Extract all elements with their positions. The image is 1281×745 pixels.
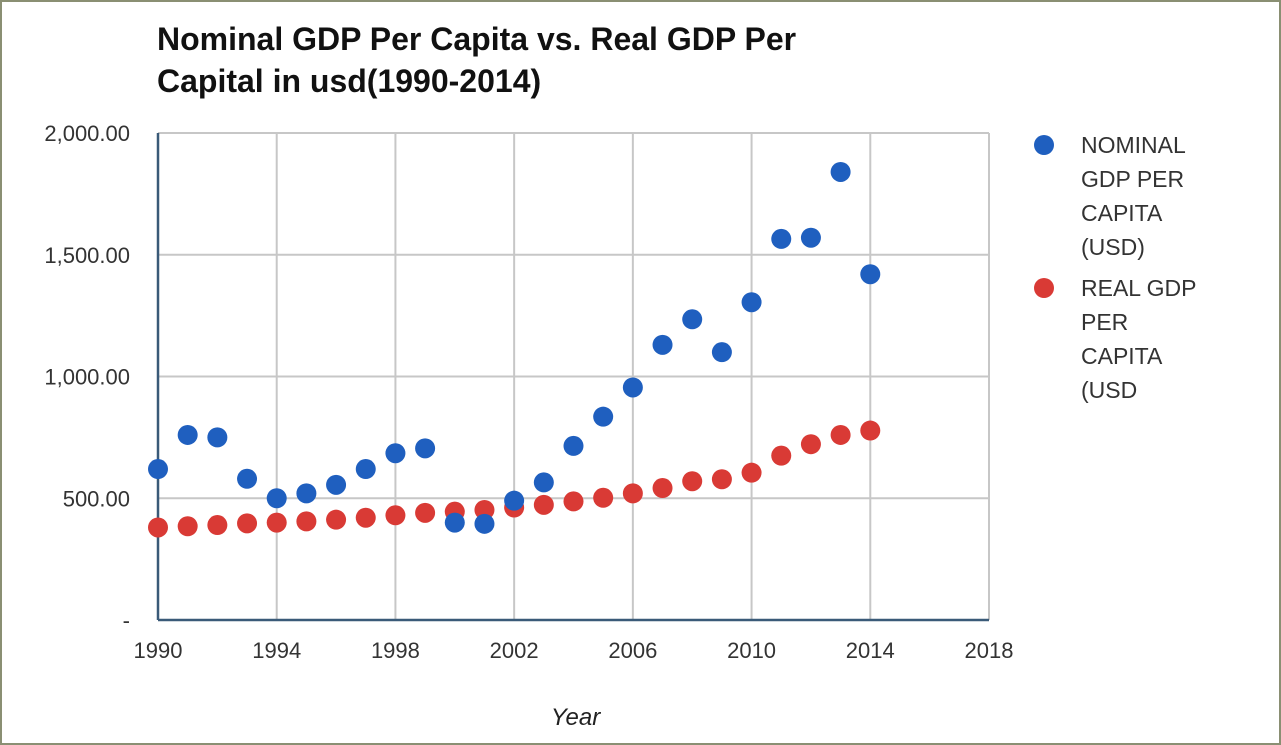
real-gdp-point: [771, 445, 792, 466]
real-gdp-point: [711, 469, 732, 490]
real-gdp-point: [563, 491, 584, 512]
legend-label: NOMINAL: [1081, 132, 1186, 158]
legend-label: GDP PER: [1081, 166, 1184, 192]
real-gdp-point: [474, 499, 495, 520]
nominal-gdp-point: [741, 292, 762, 313]
nominal-gdp-point: [444, 512, 465, 533]
nominal-gdp-point: [326, 474, 347, 495]
x-axis-title: Year: [551, 704, 601, 731]
nominal-gdp-point: [148, 459, 168, 480]
x-tick-label: 2018: [965, 638, 1014, 663]
y-tick-label: -: [123, 608, 130, 633]
real-gdp-point: [652, 478, 673, 499]
legend-label: PER: [1081, 309, 1128, 335]
real-gdp-point: [800, 434, 821, 455]
legend-label: (USD): [1081, 234, 1145, 260]
real-gdp-point: [682, 471, 703, 492]
y-tick-label: 500.00: [63, 486, 130, 511]
y-tick-label: 1,500.00: [44, 243, 130, 268]
legend-label: (USD: [1081, 377, 1137, 403]
real-gdp-point: [622, 483, 643, 504]
legend-marker: [1034, 278, 1054, 298]
real-gdp-point: [830, 424, 851, 445]
y-tick-label: 2,000.00: [44, 121, 130, 146]
real-gdp-point: [355, 507, 376, 528]
nominal-gdp-point: [682, 309, 703, 330]
real-gdp-point: [415, 502, 436, 523]
x-tick-label: 1994: [252, 638, 301, 663]
real-gdp-point: [741, 462, 762, 483]
nominal-gdp-point: [415, 438, 436, 459]
real-gdp-point: [593, 487, 614, 508]
x-tick-label: 2006: [608, 638, 657, 663]
real-gdp-point: [533, 494, 554, 515]
real-gdp-point: [237, 513, 258, 534]
x-tick-label: 2002: [490, 638, 539, 663]
nominal-gdp-point: [771, 228, 792, 249]
nominal-gdp-point: [860, 264, 881, 285]
real-gdp-point: [207, 515, 228, 536]
real-gdp-point: [148, 517, 168, 538]
legend-label: CAPITA: [1081, 343, 1163, 369]
real-gdp-point: [296, 511, 317, 532]
nominal-gdp-point: [711, 342, 732, 363]
nominal-gdp-point: [830, 161, 851, 182]
nominal-gdp-point: [504, 490, 525, 511]
y-tick-label: 1,000.00: [44, 365, 130, 390]
x-tick-label: 2010: [727, 638, 776, 663]
nominal-gdp-point: [237, 468, 258, 489]
real-gdp-point: [326, 509, 347, 530]
nominal-gdp-point: [652, 334, 673, 355]
nominal-gdp-point: [800, 227, 821, 248]
real-gdp-point: [385, 505, 406, 526]
nominal-gdp-point: [622, 377, 643, 398]
real-gdp-point: [177, 516, 198, 537]
nominal-gdp-point: [385, 443, 406, 464]
nominal-gdp-point: [533, 472, 554, 493]
nominal-gdp-point: [266, 488, 287, 509]
x-tick-label: 2014: [846, 638, 895, 663]
legend-label: CAPITA: [1081, 200, 1163, 226]
nominal-gdp-point: [563, 435, 584, 456]
nominal-gdp-point: [593, 406, 614, 427]
nominal-gdp-point: [296, 483, 317, 504]
nominal-gdp-point: [474, 513, 495, 534]
chart-title: Nominal GDP Per Capita vs. Real GDP Per …: [157, 21, 797, 99]
x-tick-label: 1998: [371, 638, 420, 663]
legend-label: REAL GDP: [1081, 275, 1196, 301]
real-gdp-point: [266, 512, 287, 533]
x-tick-label: 1990: [134, 638, 183, 663]
nominal-gdp-point: [355, 459, 376, 480]
nominal-gdp-point: [177, 424, 198, 445]
real-gdp-point: [860, 420, 881, 441]
nominal-gdp-point: [207, 427, 228, 448]
legend-marker: [1034, 135, 1054, 155]
